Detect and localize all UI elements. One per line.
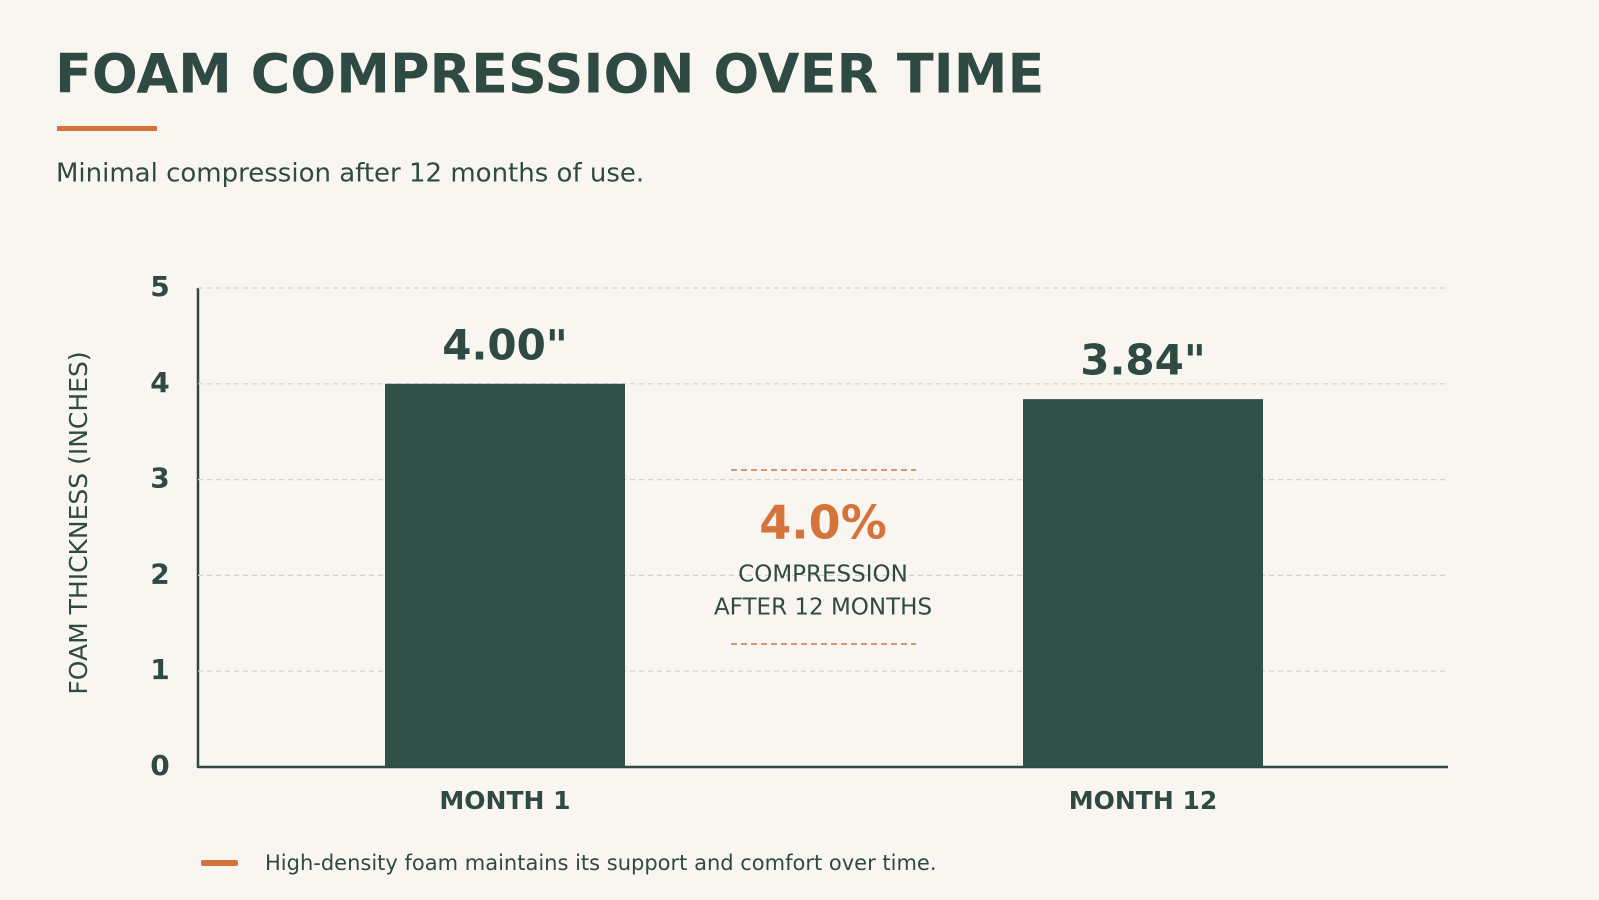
note-marker (201, 860, 238, 866)
x-tick-label: MONTH 12 (1069, 786, 1218, 815)
title-underline (57, 126, 157, 131)
annotation-text: AFTER 12 MONTHS (714, 595, 932, 621)
chart-subtitle: Minimal compression after 12 months of u… (56, 159, 644, 189)
value-label: 4.00" (442, 320, 568, 369)
x-tick-label: MONTH 1 (439, 786, 570, 815)
y-tick-label: 3 (150, 462, 169, 495)
y-tick-label: 5 (150, 270, 169, 303)
note: High-density foam maintains its support … (265, 851, 937, 875)
bar (1023, 399, 1263, 767)
annotation-value: 4.0% (759, 496, 887, 550)
bar (385, 383, 625, 767)
y-tick-label: 0 (150, 749, 169, 782)
y-tick-label: 4 (150, 366, 169, 399)
y-tick-label: 1 (150, 653, 169, 686)
value-label: 3.84" (1080, 336, 1206, 385)
annotation-text: COMPRESSION (738, 562, 908, 588)
y-axis-label: FOAM THICKNESS (INCHES) (64, 351, 93, 694)
y-tick-label: 2 (150, 557, 169, 590)
chart-title: FOAM COMPRESSION OVER TIME (55, 43, 1044, 106)
